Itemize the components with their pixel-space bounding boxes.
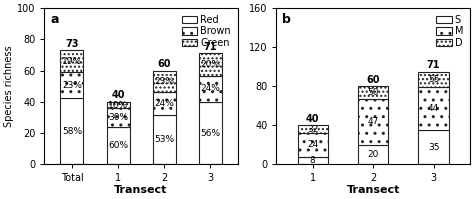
Bar [153,92,175,115]
Bar [358,86,388,99]
Text: 60: 60 [366,75,380,85]
Text: 73: 73 [65,39,79,49]
Bar [199,102,222,164]
Text: 20%: 20% [200,60,220,69]
Text: 71: 71 [427,60,440,70]
Text: 23%: 23% [154,77,174,86]
Text: 56%: 56% [200,129,220,138]
Text: 24: 24 [307,140,319,149]
Bar [61,72,83,98]
Bar [153,115,175,164]
Legend: Red, Brown, Green: Red, Brown, Green [180,13,233,50]
Bar [107,102,129,108]
Legend: S, M, D: S, M, D [434,13,465,50]
Text: 24%: 24% [154,99,174,108]
Bar [298,125,328,133]
Bar [419,72,449,87]
Bar [61,50,83,72]
Text: 40: 40 [306,114,319,124]
Text: 58%: 58% [62,127,82,136]
Text: 24%: 24% [200,85,220,94]
Bar [358,99,388,145]
Text: 30%: 30% [108,113,128,122]
Text: 60: 60 [157,59,171,69]
Y-axis label: Species richness: Species richness [4,46,14,127]
Bar [419,130,449,164]
Text: 55: 55 [428,75,439,84]
Bar [419,87,449,130]
Text: a: a [50,13,59,26]
Text: 23%: 23% [62,81,82,90]
X-axis label: Transect: Transect [346,185,400,195]
Text: 20: 20 [367,150,379,159]
Bar [107,127,129,164]
Text: 32: 32 [307,125,319,134]
Text: 35: 35 [428,143,439,152]
Text: 19%: 19% [62,57,82,66]
Text: 71: 71 [203,42,217,52]
Text: 60%: 60% [108,141,128,150]
Bar [153,71,175,92]
Bar [298,157,328,164]
Bar [107,108,129,127]
Text: b: b [282,13,291,26]
Bar [199,54,222,76]
Text: 40: 40 [111,90,125,100]
Text: 44: 44 [428,104,439,113]
Text: 47: 47 [367,117,379,126]
Bar [298,133,328,157]
Text: 10%: 10% [108,100,128,109]
Text: 53%: 53% [154,135,174,144]
Text: 8: 8 [310,156,316,165]
Bar [61,98,83,164]
Bar [358,145,388,164]
Bar [199,76,222,102]
Text: 50: 50 [367,88,379,97]
X-axis label: Transect: Transect [114,185,168,195]
